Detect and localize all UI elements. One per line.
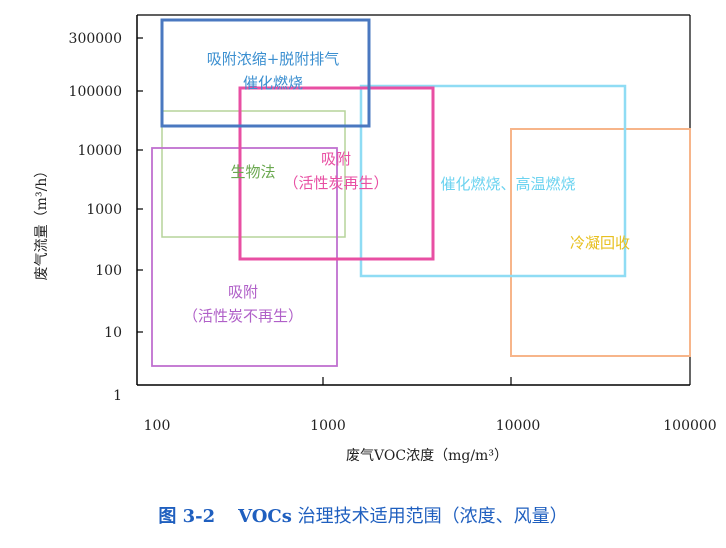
region-label: （活性炭再生） xyxy=(283,174,388,192)
y-tick-label: 100 xyxy=(95,263,122,279)
axes xyxy=(136,14,691,386)
technology-range-diagram: 生物法吸附（活性炭不再生）冷凝回收催化燃烧、高温燃烧吸附（活性炭再生）吸附浓缩+… xyxy=(34,14,717,464)
region-box xyxy=(359,84,627,278)
region-box xyxy=(151,147,338,367)
caption-text: 治理技术适用范围（浓度、风量） xyxy=(291,506,568,527)
y-tick-label: 1000 xyxy=(86,202,122,218)
region-label: 生物法 xyxy=(230,163,275,181)
y-axis-label: 废气流量（m³/h） xyxy=(34,164,50,281)
x-tick-label: 1000 xyxy=(310,418,346,434)
region-label: 催化燃烧 xyxy=(243,74,303,92)
y-tick-label: 10 xyxy=(104,325,122,341)
figure-caption: 图 3-2 VOCs 治理技术适用范围（浓度、风量） xyxy=(0,502,726,528)
region-box xyxy=(510,128,691,357)
x-tick-label: 10000 xyxy=(496,418,541,434)
region-box xyxy=(161,110,346,238)
x-tick-label: 100000 xyxy=(663,418,716,434)
caption-figure-number: 图 3-2 xyxy=(158,506,216,527)
region-label: 吸附 xyxy=(228,283,258,301)
region-label: （活性炭不再生） xyxy=(183,307,303,325)
y-tick-label: 100000 xyxy=(69,84,122,100)
region-label: 吸附浓缩+脱附排气 xyxy=(207,50,340,68)
x-tick-label: 100 xyxy=(144,418,171,434)
tick-labels: 300000 100000 10000 1000 100 10 1 100 1000 10000 1… xyxy=(69,31,717,434)
y-tick-label: 300000 xyxy=(69,31,122,47)
y-tick-label: 1 xyxy=(113,388,122,404)
y-tick-label: 10000 xyxy=(77,143,122,159)
region-label: 吸附 xyxy=(321,150,351,168)
x-axis-label: 废气VOC浓度（mg/m³） xyxy=(346,448,508,464)
region-label: 催化燃烧、高温燃烧 xyxy=(440,175,575,193)
region-box xyxy=(238,86,435,261)
region-label: 冷凝回收 xyxy=(570,234,630,252)
caption-subject: VOCs xyxy=(238,506,292,527)
regions: 生物法吸附（活性炭不再生）冷凝回收催化燃烧、高温燃烧吸附（活性炭再生）吸附浓缩+… xyxy=(151,18,691,367)
region-box xyxy=(160,18,371,128)
